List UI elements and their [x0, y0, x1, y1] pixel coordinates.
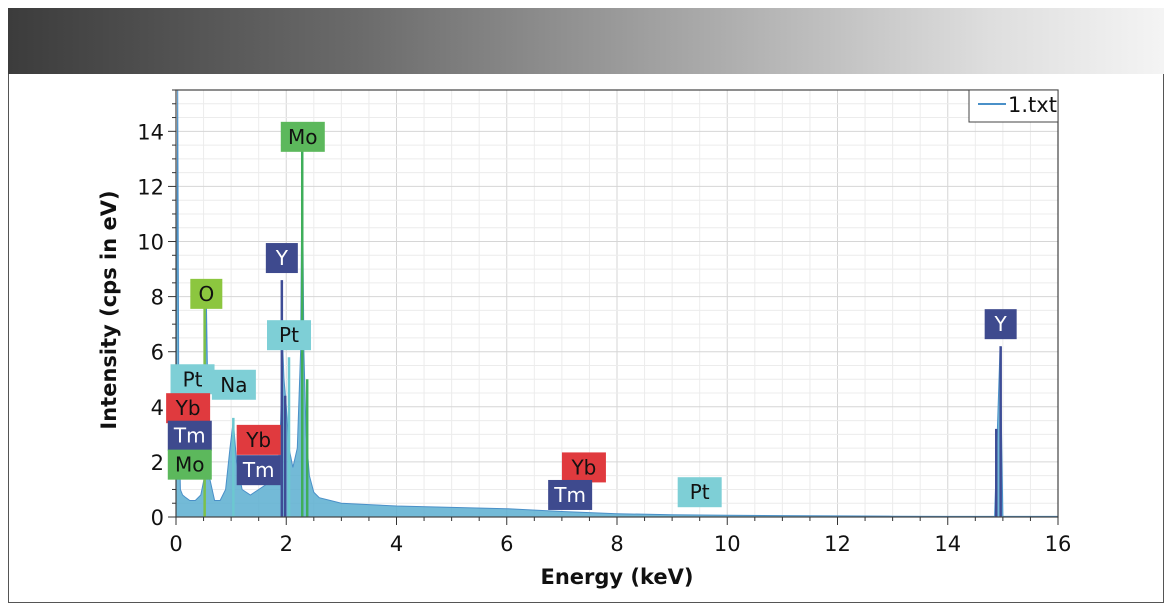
element-label: Pt	[170, 364, 215, 395]
legend-box	[968, 89, 1059, 123]
element-label-text: Mo	[288, 125, 318, 149]
element-label: Pt	[677, 477, 722, 508]
y-tick-label: 2	[151, 451, 164, 475]
element-label-text: Tm	[173, 424, 206, 448]
element-label-bg	[166, 393, 211, 424]
x-tick-label: 12	[824, 532, 851, 556]
y-tick-label: 10	[137, 231, 164, 255]
element-label-text: Y	[994, 312, 1008, 336]
x-tick-label: 0	[169, 532, 182, 556]
element-label-text: Tm	[242, 458, 275, 482]
element-label-text: Na	[220, 373, 247, 397]
element-label-text: Tm	[553, 483, 586, 507]
x-tick-label: 10	[714, 532, 741, 556]
element-label-text: Pt	[690, 480, 710, 504]
element-label: O	[190, 278, 223, 309]
y-tick-label: 0	[151, 506, 164, 530]
element-label: Yb	[236, 424, 281, 455]
header-banner	[8, 8, 1164, 74]
element-label-bg	[236, 455, 281, 486]
tick-labels: 0 2 4 6 8 10 12 14 16 0 2 4 6 8 10 12 14	[137, 120, 1071, 556]
element-label-bg	[548, 479, 593, 510]
y-tick-label: 8	[151, 286, 164, 310]
element-label-bg	[267, 320, 312, 351]
element-label-text: Yb	[245, 428, 271, 452]
element-label-text: Yb	[570, 455, 596, 479]
element-label: Pt	[267, 320, 312, 351]
x-tick-label: 2	[280, 532, 293, 556]
element-label-bg	[280, 121, 325, 152]
element-label-bg	[170, 364, 215, 395]
element-label: Yb	[561, 452, 606, 483]
element-label: Yb	[166, 393, 211, 424]
x-tick-label: 6	[500, 532, 513, 556]
y-tick-label: 6	[151, 341, 164, 365]
element-label: Na	[211, 369, 256, 400]
y-tick-label: 12	[137, 175, 164, 199]
element-label: Tm	[548, 479, 593, 510]
element-label: Y	[984, 309, 1017, 340]
x-axis-title: Energy (keV)	[540, 565, 693, 589]
element-label-bg	[167, 420, 212, 451]
x-tick-label: 8	[610, 532, 623, 556]
element-label-text: Yb	[175, 396, 201, 420]
element-label-bg	[211, 369, 256, 400]
x-tick-label: 14	[934, 532, 961, 556]
legend-label: 1.txt	[1008, 93, 1057, 117]
element-label-bg	[265, 243, 298, 274]
legend: 1.txt	[968, 89, 1059, 123]
x-tick-label: 16	[1045, 532, 1072, 556]
element-label-bg	[190, 278, 223, 309]
x-tick-label: 4	[390, 532, 403, 556]
element-label-bg	[167, 449, 212, 480]
element-label: Y	[265, 243, 298, 274]
y-tick-label: 14	[137, 120, 164, 144]
element-label-text: Mo	[175, 453, 205, 477]
element-label-text: Pt	[183, 367, 203, 391]
grid-lines	[175, 89, 1059, 518]
element-label-text: Pt	[279, 323, 299, 347]
element-label-bg	[561, 452, 606, 483]
element-label: Mo	[280, 121, 325, 152]
element-label: Mo	[167, 449, 212, 480]
element-label: Tm	[167, 420, 212, 451]
element-labels: Mo Y O Pt Pt Na Yb Tm Mo Yb Tm Yb Tm Pt Y	[166, 121, 1017, 510]
element-label-bg	[236, 424, 281, 455]
element-label: Tm	[236, 455, 281, 486]
element-label-bg	[677, 477, 722, 508]
element-label-bg	[984, 309, 1017, 340]
element-label-text: Y	[275, 246, 289, 270]
y-axis-title: Intensity (cps in eV)	[97, 190, 121, 429]
y-tick-label: 4	[151, 396, 164, 420]
element-label-text: O	[198, 282, 214, 306]
